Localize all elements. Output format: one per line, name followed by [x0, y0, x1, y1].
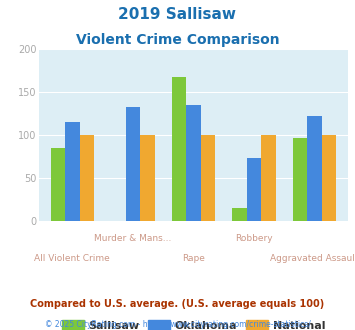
Text: Aggravated Assault: Aggravated Assault — [271, 254, 355, 263]
Text: © 2025 CityRating.com - https://www.cityrating.com/crime-statistics/: © 2025 CityRating.com - https://www.city… — [45, 320, 310, 329]
Text: Violent Crime Comparison: Violent Crime Comparison — [76, 33, 279, 47]
Text: All Violent Crime: All Violent Crime — [34, 254, 110, 263]
Text: 2019 Sallisaw: 2019 Sallisaw — [119, 7, 236, 21]
Bar — [50, 148, 65, 221]
Bar — [322, 135, 337, 221]
Text: Murder & Mans...: Murder & Mans... — [94, 234, 171, 243]
Bar — [126, 107, 140, 221]
Bar — [247, 158, 261, 221]
Bar — [261, 135, 276, 221]
Text: Compared to U.S. average. (U.S. average equals 100): Compared to U.S. average. (U.S. average … — [31, 299, 324, 309]
Bar — [232, 208, 247, 221]
Bar — [293, 138, 307, 221]
Text: Robbery: Robbery — [235, 234, 273, 243]
Bar — [80, 135, 94, 221]
Bar — [65, 122, 80, 221]
Text: Rape: Rape — [182, 254, 205, 263]
Bar — [140, 135, 155, 221]
Bar — [186, 105, 201, 221]
Bar — [201, 135, 215, 221]
Bar — [172, 77, 186, 221]
Legend: Sallisaw, Oklahoma, National: Sallisaw, Oklahoma, National — [57, 316, 330, 330]
Bar — [307, 116, 322, 221]
